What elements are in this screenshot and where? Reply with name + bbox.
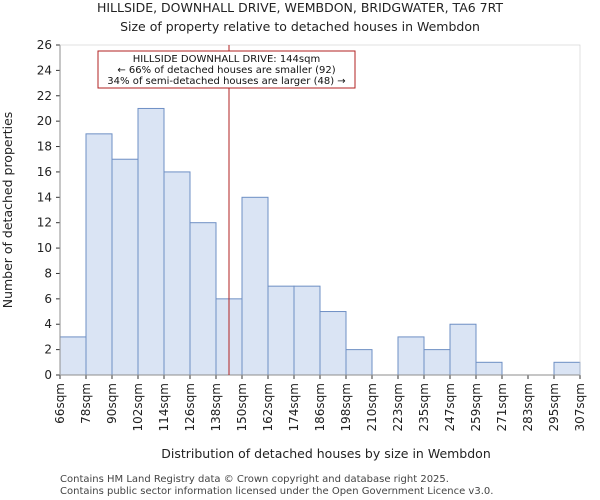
x-tick-label: 138sqm	[209, 383, 223, 431]
y-tick-label: 4	[44, 317, 52, 331]
x-tick-label: 307sqm	[573, 383, 587, 431]
y-tick-label: 24	[37, 63, 52, 77]
y-tick-label: 16	[37, 165, 52, 179]
bar-198sqm	[345, 349, 373, 376]
x-tick-label: 78sqm	[79, 383, 93, 424]
bar-235sqm	[423, 349, 451, 376]
footer-line-1: Contains HM Land Registry data © Crown c…	[60, 474, 449, 485]
footer-line-2: Contains public sector information licen…	[60, 486, 493, 497]
chart-title: HILLSIDE, DOWNHALL DRIVE, WEMBDON, BRIDG…	[97, 0, 503, 15]
annotation-line-3: 34% of semi-detached houses are larger (…	[107, 76, 345, 87]
y-tick-label: 8	[44, 266, 52, 280]
bar-174sqm	[293, 285, 321, 376]
y-tick-label: 12	[37, 216, 52, 230]
bar-259sqm	[475, 361, 503, 376]
x-axis-label: Distribution of detached houses by size …	[161, 446, 491, 461]
x-tick-label: 247sqm	[443, 383, 457, 431]
x-tick-label: 114sqm	[157, 383, 171, 431]
x-tick-label: 271sqm	[495, 383, 509, 431]
x-tick-label: 210sqm	[365, 383, 379, 431]
bar-295sqm	[553, 361, 581, 376]
bar-247sqm	[449, 323, 477, 376]
x-tick-label: 295sqm	[547, 383, 561, 431]
x-axis-ticks: 66sqm 78sqm 90sqm 102sqm 114sqm 126sqm 138sqm 1…	[53, 375, 587, 431]
annotation-box: HILLSIDE DOWNHALL DRIVE: 144sqm ← 66% of…	[97, 50, 356, 89]
bar-66sqm	[59, 336, 87, 376]
y-tick-label: 6	[44, 292, 52, 306]
annotation-frame	[97, 50, 356, 89]
bar-223sqm	[397, 336, 425, 376]
x-tick-label: 198sqm	[339, 383, 353, 431]
y-tick-label: 2	[44, 343, 52, 357]
bar-150sqm	[241, 196, 269, 376]
x-tick-label: 174sqm	[287, 383, 301, 431]
y-axis-label: Number of detached properties	[0, 112, 15, 309]
bar-186sqm	[319, 311, 347, 376]
annotation-line-2: ← 66% of detached houses are smaller (92…	[117, 65, 335, 76]
plot-frame	[59, 44, 581, 376]
x-tick-label: 90sqm	[105, 383, 119, 424]
y-tick-label: 26	[37, 38, 52, 52]
x-tick-label: 259sqm	[469, 383, 483, 431]
x-tick-label: 150sqm	[235, 383, 249, 431]
y-tick-label: 14	[37, 190, 52, 204]
x-tick-label: 223sqm	[391, 383, 405, 431]
bar-162sqm	[267, 285, 295, 376]
x-tick-label: 186sqm	[313, 383, 327, 431]
y-tick-label: 20	[37, 114, 52, 128]
x-tick-label: 235sqm	[417, 383, 431, 431]
x-tick-label: 66sqm	[53, 383, 67, 424]
y-tick-label: 0	[44, 368, 52, 382]
y-tick-label: 22	[37, 89, 52, 103]
annotation-line-1: HILLSIDE DOWNHALL DRIVE: 144sqm	[133, 54, 320, 65]
bar-102sqm	[137, 107, 165, 376]
bar-114sqm	[163, 171, 191, 376]
x-tick-label: 126sqm	[183, 383, 197, 431]
chart-subtitle: Size of property relative to detached ho…	[120, 19, 480, 34]
bar-126sqm	[189, 222, 217, 376]
x-tick-label: 283sqm	[521, 383, 535, 431]
y-tick-label: 18	[37, 140, 52, 154]
x-tick-label: 162sqm	[261, 383, 275, 431]
bars-group	[59, 107, 581, 376]
x-tick-label: 102sqm	[131, 383, 145, 431]
y-tick-label: 10	[37, 241, 52, 255]
bar-78sqm	[85, 133, 113, 376]
bar-90sqm	[111, 158, 139, 376]
